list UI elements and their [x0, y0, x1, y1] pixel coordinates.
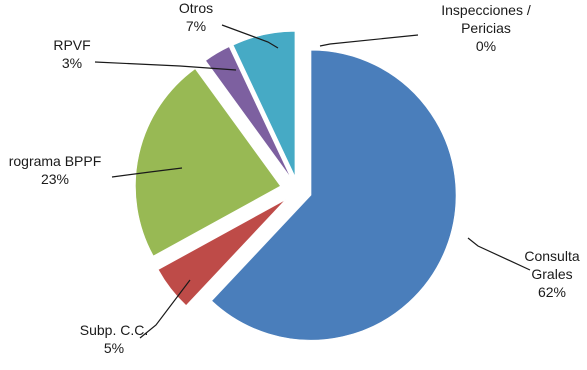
pie-slice-consulta-grales — [211, 49, 457, 341]
leader-line-consulta-grales — [467, 237, 531, 271]
pie-slice-subp-c-c — [157, 199, 286, 306]
data-label-rpvf: RPVF — [53, 37, 90, 53]
data-label-consulta-grales: Consulta — [524, 248, 579, 264]
leader-line-inspecciones-pericias — [319, 34, 419, 47]
data-label-consulta-grales: Grales — [531, 266, 572, 282]
pie-slice-rograma-bppf — [135, 68, 281, 257]
data-label-percent-consulta-grales: 62% — [538, 284, 566, 300]
data-label-inspecciones-pericias: Pericias — [461, 20, 511, 36]
leader-line-otros — [221, 24, 279, 49]
data-label-percent-rograma-bppf: 23% — [41, 171, 69, 187]
data-label-inspecciones-pericias: Inspecciones / — [441, 2, 531, 18]
data-label-rograma-bppf: rograma BPPF — [9, 153, 102, 169]
leader-line-rpvf — [94, 61, 237, 71]
data-label-percent-otros: 7% — [186, 18, 206, 34]
data-label-percent-subp-c-c: 5% — [104, 340, 124, 356]
data-label-percent-rpvf: 3% — [62, 55, 82, 71]
data-label-otros: Otros — [179, 0, 213, 16]
data-label-percent-inspecciones-pericias: 0% — [476, 38, 496, 54]
leader-line-rograma-bppf — [111, 167, 183, 178]
leader-line-subp-c-c — [139, 279, 191, 339]
data-label-subp-c-c: Subp. C.C. — [80, 322, 148, 338]
pie-slice-otros — [232, 31, 296, 177]
pie-slice-rpvf — [205, 46, 292, 179]
